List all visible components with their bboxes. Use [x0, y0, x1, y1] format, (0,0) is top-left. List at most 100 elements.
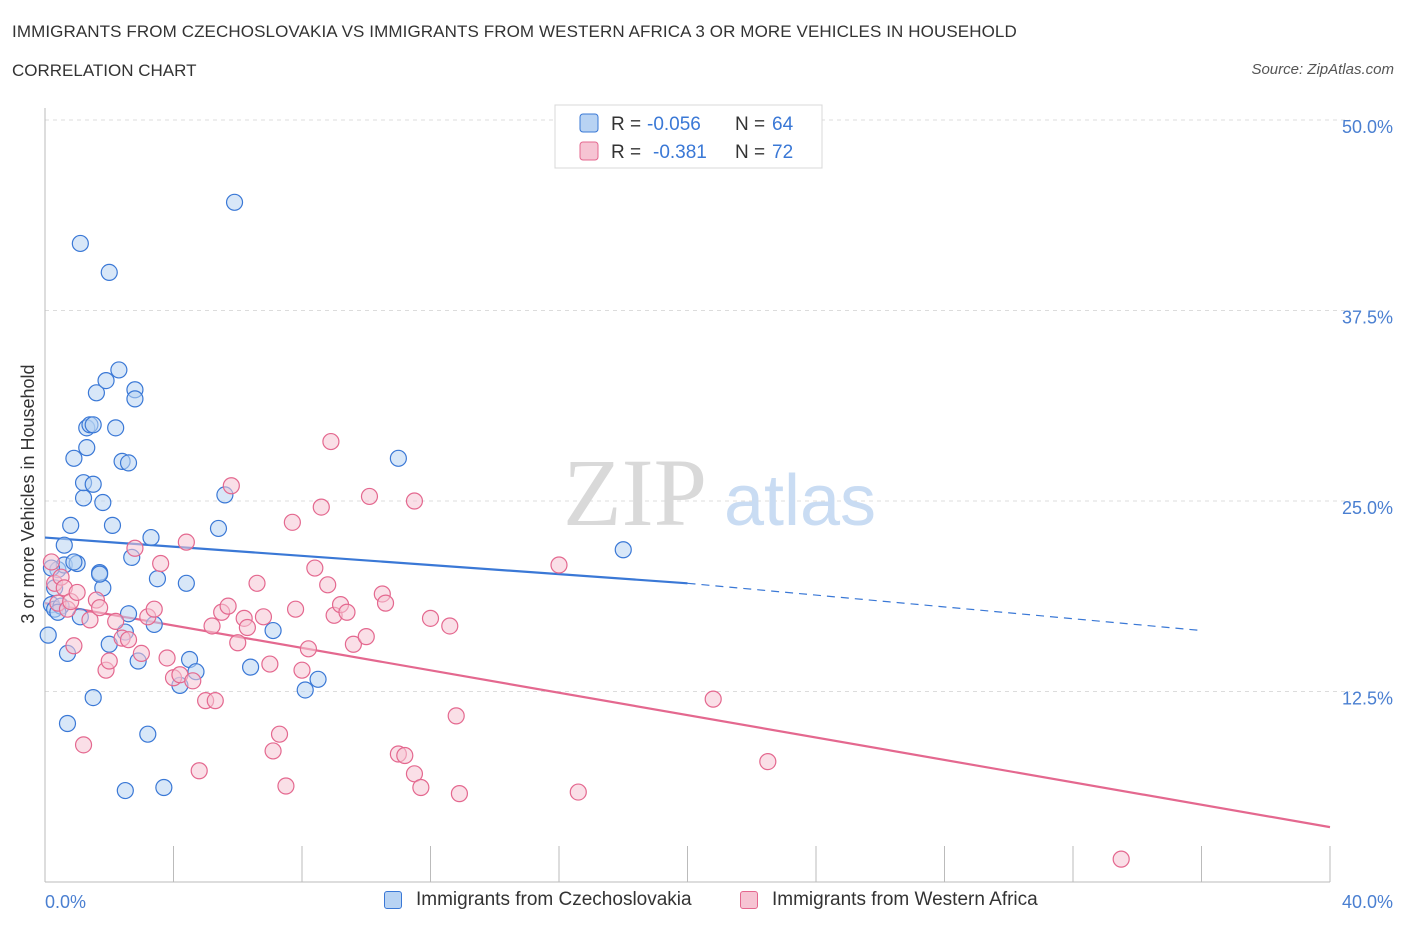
point-czechoslovakia — [209, 519, 228, 538]
point-czechoslovakia — [225, 193, 244, 211]
point-western-africa — [569, 783, 587, 801]
point-czechoslovakia — [389, 449, 407, 467]
x-tick-label: 40.0% — [1342, 892, 1393, 912]
point-western-africa — [357, 628, 375, 646]
point-czechoslovakia — [97, 372, 115, 390]
point-czechoslovakia — [103, 516, 122, 534]
legend-top-n-value-2: 72 — [772, 142, 793, 163]
trend-line-western-africa — [44, 602, 1331, 829]
point-czechoslovakia — [119, 454, 138, 472]
legend-top-box — [554, 104, 823, 169]
point-czechoslovakia — [62, 516, 80, 534]
point-western-africa — [107, 612, 125, 630]
y-tick-label: 12.5% — [1342, 689, 1393, 709]
point-czechoslovakia — [142, 528, 160, 547]
point-western-africa — [238, 618, 256, 637]
legend-top-r-label-1: R = — [611, 114, 641, 135]
legend-item-czechoslovakia: Immigrants from Czechoslovakia — [384, 889, 692, 911]
legend-top-r-value-1: -0.056 — [647, 114, 701, 135]
point-western-africa — [190, 762, 208, 780]
point-western-africa — [441, 617, 459, 635]
legend-label-western-africa: Immigrants from Western Africa — [772, 889, 1038, 910]
point-western-africa — [145, 600, 163, 618]
legend-top: R = -0.056 N = 64 R = -0.381 N = 72 — [554, 104, 823, 169]
point-western-africa — [65, 637, 83, 655]
point-western-africa — [704, 690, 722, 708]
legend-top-r-label-2: R = — [611, 142, 641, 163]
point-czechoslovakia — [155, 778, 173, 797]
source-label: Source: ZipAtlas.com — [1251, 61, 1394, 78]
legend-top-n-label-2: N = — [735, 142, 765, 163]
legend-top-swatch-blue — [579, 113, 599, 133]
point-czechoslovakia — [91, 565, 109, 583]
legend-top-swatch-pink — [579, 141, 599, 161]
data-points — [39, 193, 1130, 868]
point-czechoslovakia — [126, 390, 144, 408]
point-czechoslovakia — [71, 234, 89, 253]
point-western-africa — [1112, 850, 1130, 868]
chart-subtitle: CORRELATION CHART — [12, 61, 197, 80]
point-western-africa — [447, 707, 465, 725]
point-czechoslovakia — [264, 621, 282, 640]
point-western-africa — [132, 644, 150, 663]
point-western-africa — [319, 576, 337, 594]
point-czechoslovakia — [116, 781, 134, 800]
point-western-africa — [299, 640, 318, 658]
point-czechoslovakia — [148, 570, 167, 588]
point-czechoslovakia — [107, 419, 125, 437]
point-czechoslovakia — [94, 493, 112, 512]
point-czechoslovakia — [119, 605, 138, 623]
point-western-africa — [550, 556, 568, 574]
point-czechoslovakia — [84, 475, 102, 493]
point-western-africa — [344, 635, 362, 653]
point-western-africa — [283, 513, 301, 531]
point-western-africa — [42, 553, 61, 571]
trend-line-czechoslovakia-extension — [687, 582, 1202, 632]
point-western-africa — [376, 594, 395, 612]
point-western-africa — [322, 432, 340, 451]
y-tick-label: 50.0% — [1342, 117, 1393, 137]
point-western-africa — [412, 778, 430, 797]
point-western-africa — [450, 785, 469, 803]
watermark-atlas: atlas — [724, 461, 876, 541]
y-tick-label: 25.0% — [1342, 498, 1393, 518]
legend-swatch-pink — [740, 891, 758, 909]
point-czechoslovakia — [100, 263, 118, 281]
point-western-africa — [206, 692, 224, 710]
point-western-africa — [254, 608, 273, 626]
point-western-africa — [177, 533, 195, 551]
point-czechoslovakia — [65, 449, 83, 467]
axes — [44, 108, 1331, 883]
point-western-africa — [312, 498, 330, 516]
watermark: ZIP atlas — [563, 439, 876, 546]
point-western-africa — [219, 597, 237, 615]
point-western-africa — [277, 777, 295, 795]
point-western-africa — [360, 487, 379, 506]
point-western-africa — [293, 661, 311, 679]
legend-item-western-africa: Immigrants from Western Africa — [740, 889, 1038, 911]
point-western-africa — [100, 652, 118, 670]
point-czechoslovakia — [87, 384, 106, 402]
point-western-africa — [759, 753, 777, 771]
point-western-africa — [405, 492, 424, 510]
point-czechoslovakia — [177, 574, 195, 592]
point-western-africa — [119, 631, 138, 649]
point-czechoslovakia — [296, 681, 314, 699]
point-czechoslovakia — [614, 541, 632, 559]
point-czechoslovakia — [74, 489, 93, 507]
point-western-africa — [152, 554, 170, 573]
point-western-africa — [222, 477, 240, 495]
point-western-africa — [81, 611, 99, 629]
y-tick-label: 37.5% — [1342, 308, 1393, 328]
point-western-africa — [338, 603, 356, 621]
tick-labels: 12.5% 25.0% 37.5% 50.0% 0.0% 40.0% — [45, 117, 1393, 912]
legend-swatch-blue — [384, 891, 402, 909]
legend-top-r-value-2: -0.381 — [653, 142, 707, 163]
point-western-africa — [248, 574, 266, 592]
point-czechoslovakia — [84, 688, 102, 707]
point-czechoslovakia — [242, 658, 260, 676]
point-czechoslovakia — [55, 536, 73, 554]
point-czechoslovakia — [65, 553, 83, 571]
y-axis-label: 3 or more Vehicles in Household — [18, 364, 38, 623]
